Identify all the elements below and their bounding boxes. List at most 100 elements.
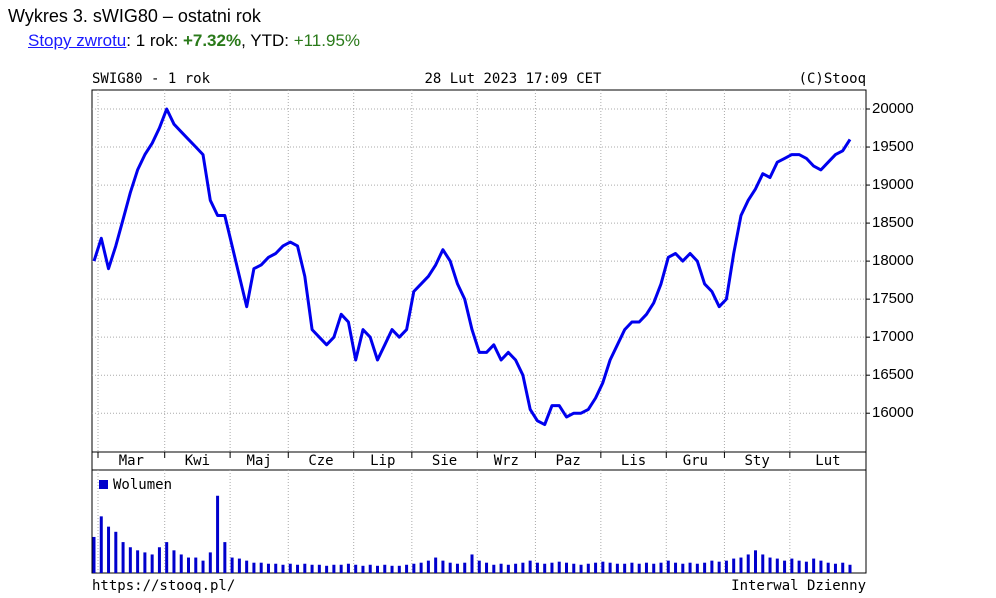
volume-bar	[237, 558, 241, 573]
volume-bar	[245, 560, 249, 573]
volume-bar	[652, 563, 656, 573]
volume-bar	[586, 563, 590, 573]
volume-bar	[841, 562, 845, 573]
volume-bar	[601, 561, 605, 573]
volume-bar	[681, 563, 685, 573]
volume-bar	[194, 557, 198, 573]
volume-bar	[514, 563, 518, 573]
volume-bar	[623, 563, 627, 573]
volume-bar	[434, 557, 438, 573]
volume-bar	[615, 563, 619, 573]
x-tick-label: Cze	[308, 453, 333, 469]
volume-bar	[361, 565, 365, 573]
volume-bar	[463, 562, 467, 573]
volume-bar	[107, 526, 111, 573]
volume-bar	[797, 560, 801, 573]
volume-bar	[325, 565, 329, 573]
volume-bar	[223, 542, 227, 573]
volume-bar	[136, 550, 140, 573]
x-tick-label: Sty	[744, 453, 769, 469]
header: Wykres 3. sWIG80 – ostatni rok Stopy zwr…	[8, 6, 360, 51]
volume-bar	[128, 547, 132, 573]
frame	[91, 89, 867, 574]
volume-bar	[376, 565, 379, 573]
returns-text: : 1 rok:	[126, 31, 183, 50]
x-tick-label: Wrz	[494, 453, 519, 469]
volume-bar	[608, 562, 612, 573]
volume-bar	[746, 554, 750, 573]
volume-bar	[739, 557, 743, 573]
x-tick-label: Sie	[432, 453, 457, 469]
volume-bar	[390, 565, 394, 573]
volume-bar	[266, 563, 270, 573]
volume-bar	[455, 563, 459, 573]
volume-bar	[208, 552, 212, 573]
volume-bar	[594, 562, 598, 573]
volume-bar	[150, 554, 154, 573]
returns-link[interactable]: Stopy zwrotu	[28, 31, 127, 50]
volume-bar	[572, 563, 576, 573]
volume-bar	[754, 550, 757, 573]
volume-bar	[666, 560, 670, 573]
volume-bar	[165, 542, 169, 573]
footer-url: https://stooq.pl/	[92, 578, 235, 594]
volume-bar	[419, 562, 423, 573]
volume-bar	[470, 554, 474, 573]
volume-bar	[252, 562, 256, 573]
footer-interval: Interwal Dzienny	[731, 578, 866, 594]
y-tick-label: 20000	[872, 100, 914, 117]
volume-bar	[644, 562, 648, 573]
y-tick-label: 16500	[872, 366, 914, 383]
volume-bar	[92, 536, 96, 573]
volume-bar	[848, 564, 852, 573]
volume-bar	[521, 562, 525, 573]
volume-bar	[543, 563, 547, 573]
volume-bar	[216, 495, 220, 573]
volume-bar	[383, 564, 387, 573]
x-tick-label: Gru	[683, 453, 708, 469]
volume-bar	[812, 558, 816, 573]
x-tick-label: Paz	[555, 453, 580, 469]
volume-bar	[565, 562, 568, 573]
x-tick-label: Kwi	[185, 453, 210, 469]
volume-bar	[485, 562, 489, 573]
volume-bar	[405, 564, 409, 573]
returns-text: +11.95%	[293, 31, 361, 50]
volume-bar	[492, 564, 496, 573]
volume-bar	[717, 561, 721, 573]
y-tick-label: 17500	[872, 290, 914, 307]
volume-bar	[630, 562, 634, 573]
volume-bar	[121, 542, 125, 573]
title: Wykres 3. sWIG80 – ostatni rok	[8, 6, 261, 26]
legend-swatch	[99, 480, 108, 489]
volume-bar	[550, 562, 554, 573]
volume-bar	[833, 563, 837, 573]
volume-bar	[710, 560, 714, 573]
volume-bar	[695, 563, 699, 573]
volume-bar	[637, 563, 641, 573]
y-tick-label: 18500	[872, 214, 914, 231]
chart-source: (C)Stooq	[799, 71, 866, 87]
volume-bar	[826, 562, 830, 573]
y-tick-label: 16000	[872, 404, 914, 421]
volume-bar	[157, 547, 161, 573]
volume-bar	[346, 563, 350, 573]
volume-bar	[426, 560, 430, 573]
volume-bar	[579, 564, 583, 573]
y-tick-label: 17000	[872, 328, 914, 345]
volume-bar	[179, 554, 183, 573]
volume-bar	[288, 563, 292, 573]
volume-bar	[368, 564, 372, 573]
volume-bar	[724, 560, 728, 573]
returns-text: , YTD:	[241, 31, 294, 50]
y-tick-label: 19000	[872, 176, 914, 193]
volume-bar	[332, 564, 336, 573]
volume-bar	[768, 557, 772, 573]
y-tick-label: 19500	[872, 138, 914, 155]
volume-bar	[143, 552, 147, 573]
volume-bar	[506, 564, 510, 573]
volume-bar	[761, 554, 765, 573]
x-tick-label: Mar	[119, 453, 144, 469]
volume-bar	[303, 563, 307, 573]
